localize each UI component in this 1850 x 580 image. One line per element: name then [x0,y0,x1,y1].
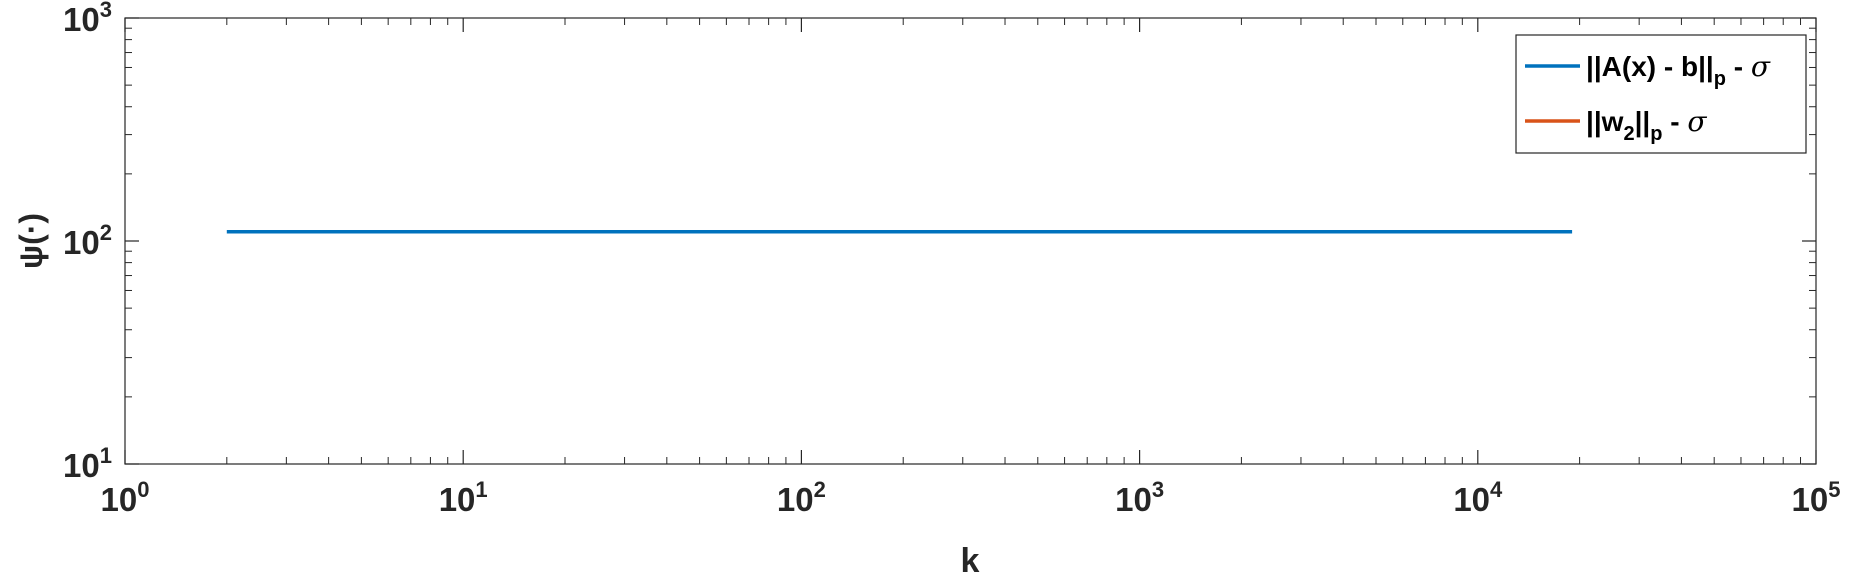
x-tick-label: 105 [1792,477,1841,518]
y-tick-label: 103 [63,0,112,38]
y-tick-labels: 101 102 103 [63,0,112,484]
legend-box [1515,34,1807,154]
legend-entry-series-2: ||w2||p - σ [1586,105,1707,145]
x-tick-label: 101 [439,477,488,518]
y-tick-label: 101 [63,443,112,484]
major-ticks [124,17,1817,465]
x-axis-label: k [961,542,980,580]
legend-entry-series-1: ||A(x) - b||p - σ [1586,50,1771,90]
minor-ticks [125,18,1816,464]
x-tick-labels: 100 101 102 103 104 105 [101,477,1841,518]
y-axis-label: ψ(·) [13,213,49,269]
x-tick-label: 102 [777,477,826,518]
x-tick-label: 103 [1115,477,1164,518]
legend: ||A(x) - b||p - σ ||w2||p - σ [1515,34,1807,154]
x-tick-label: 104 [1453,477,1503,518]
y-tick-label: 102 [63,220,112,261]
x-tick-label: 100 [101,477,150,518]
